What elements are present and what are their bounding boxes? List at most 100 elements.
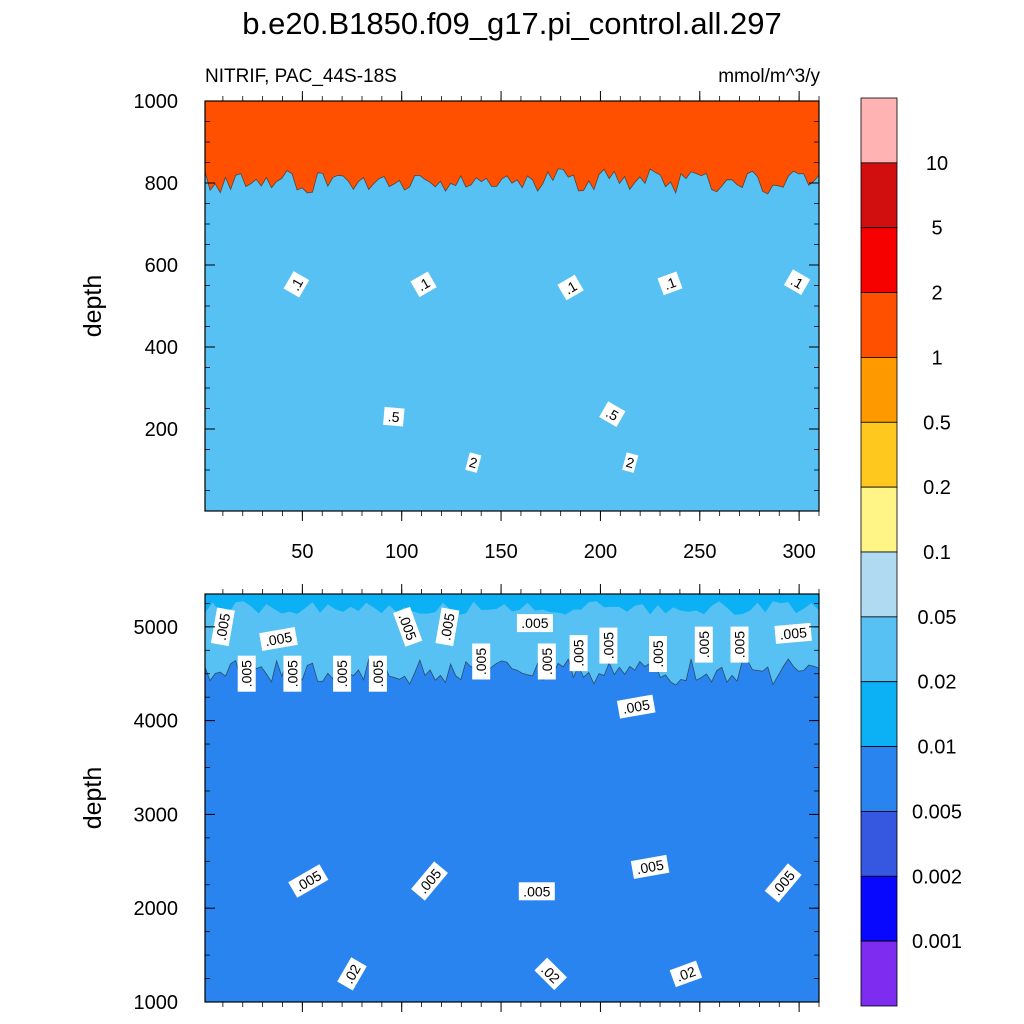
contour-label-bg	[411, 861, 448, 901]
contour-label-bg	[516, 614, 553, 633]
contour-label-text: .005	[239, 660, 255, 687]
contour-label: .005	[694, 626, 713, 663]
contour-label-bg	[337, 957, 367, 991]
contour-label-text: .005	[437, 612, 458, 642]
contour-label: .02	[669, 960, 703, 988]
colorbar-swatch	[860, 811, 898, 877]
contour-label-text: .005	[473, 648, 489, 675]
colorbar-swatch	[860, 681, 898, 747]
contour-label: .005	[368, 655, 387, 692]
left-subtitle: NITRIF, PAC_44S-18S	[205, 66, 397, 87]
colorbar-label: 1	[931, 347, 942, 369]
contour-label-text: .005	[732, 631, 748, 658]
contour-label-bg	[694, 626, 713, 663]
colorbar-label: 0.2	[923, 477, 951, 499]
contour-label: .005	[599, 627, 618, 664]
contour-label: .005	[283, 655, 302, 692]
contour-label-text: .005	[600, 632, 616, 659]
contour-label-bg	[557, 274, 584, 301]
y-axis-label: depth	[79, 275, 107, 338]
colorbar-swatch	[860, 227, 898, 293]
contour-label-text: .005	[264, 629, 294, 650]
right-subtitle: mmol/m^3/y	[718, 66, 820, 87]
plot-frame	[204, 593, 820, 1003]
contour-label-bg	[630, 854, 670, 879]
contour-label: .005	[649, 636, 667, 672]
contour-label-bg	[764, 863, 802, 903]
contour-line-0.005	[205, 657, 819, 686]
y-tick-label: 400	[145, 337, 178, 359]
contour-label: .1	[410, 271, 437, 298]
contour-label-bg	[518, 882, 555, 901]
contour-label: 2	[465, 452, 482, 473]
x-tick-label: 100	[385, 541, 418, 563]
contour-label-text: .005	[523, 883, 550, 899]
contour-label-bg	[210, 607, 235, 647]
contour-label-bg	[599, 627, 618, 664]
contour-label: .005	[237, 655, 256, 692]
bottom-band	[205, 594, 819, 615]
contour-label-text: .005	[779, 624, 808, 642]
contour-label-bg	[599, 401, 626, 427]
colorbar-label: 0.05	[918, 607, 957, 629]
contour-label: .1	[657, 271, 683, 296]
y-tick-label: 4000	[134, 711, 179, 733]
colorbar-swatch	[860, 357, 898, 423]
y-tick-label: 1000	[134, 992, 179, 1014]
contour-line-0.05	[205, 168, 819, 195]
contour-label: .005	[537, 643, 556, 680]
contour-label-bg	[283, 271, 310, 298]
colorbar-label: 5	[931, 218, 942, 240]
contour-label-text: .1	[662, 274, 679, 293]
colorbar-swatch	[860, 875, 898, 942]
contour-label-text: .02	[674, 963, 698, 985]
y-tick-label: 5000	[134, 617, 179, 639]
colorbar-swatch	[860, 162, 898, 229]
contour-label: .005	[616, 694, 656, 719]
contour-label-text: .005	[621, 696, 651, 717]
contour-label: .02	[337, 957, 367, 991]
contour-label: .1	[557, 274, 584, 301]
contour-band-0.05	[205, 168, 819, 511]
contour-label-bg	[237, 655, 256, 692]
colorbar-swatch	[860, 292, 898, 358]
contour-label-bg	[393, 606, 423, 647]
contour-label-bg	[472, 643, 491, 680]
y-axis-label: depth	[79, 767, 107, 830]
contour-label: 2	[622, 452, 639, 473]
contour-label-bg	[368, 655, 387, 692]
chart-title: b.e20.B1850.f09_g17.pi_control.all.297	[242, 6, 782, 41]
colorbar-swatch	[860, 421, 898, 488]
contour-label-bg	[435, 607, 460, 647]
x-tick-label: 200	[584, 541, 617, 563]
contour-label: .005	[259, 627, 298, 651]
contour-label: .005	[630, 854, 670, 879]
contour-label-text: .005	[521, 615, 548, 631]
y-tick-label: 800	[145, 173, 178, 195]
contour-label-bg	[774, 622, 812, 644]
contour-label-text: 2	[624, 454, 636, 472]
colorbar-label: 0.1	[923, 542, 951, 564]
contour-label-bg	[569, 635, 588, 672]
colorbar-swatch	[860, 551, 898, 618]
lower-panel-field: .02.02.02.005.005.005.005.005.005.005.00…	[205, 594, 819, 1002]
lower-panel: .02.02.02.005.005.005.005.005.005.005.00…	[79, 584, 820, 1014]
colorbar-label: 2	[931, 283, 942, 305]
colorbar-label: 0.5	[923, 412, 951, 434]
contour-label: .005	[516, 614, 553, 633]
contour-label-bg	[622, 452, 639, 473]
x-tick-label: 150	[484, 541, 517, 563]
colorbar-label: 0.02	[918, 672, 957, 694]
y-tick-label: 1000	[134, 91, 179, 113]
contour-label: .1	[283, 271, 310, 298]
contour-label-text: .005	[334, 660, 350, 687]
contour-label-text: .005	[571, 639, 587, 666]
upper-panel: 2 2 .5 .5 .1 .1 .1 .1 .1 200 400 600 800 1000 50 100 150…	[79, 91, 820, 563]
contour-label-bg	[465, 452, 482, 473]
contour-label-bg	[288, 864, 329, 898]
contour-label-text: 2	[467, 454, 479, 472]
contour-label: .005	[518, 882, 555, 901]
upper-panel-field: 2 2 .5 .5 .1 .1 .1 .1 .1	[205, 101, 819, 511]
contour-label-bg	[657, 271, 683, 296]
